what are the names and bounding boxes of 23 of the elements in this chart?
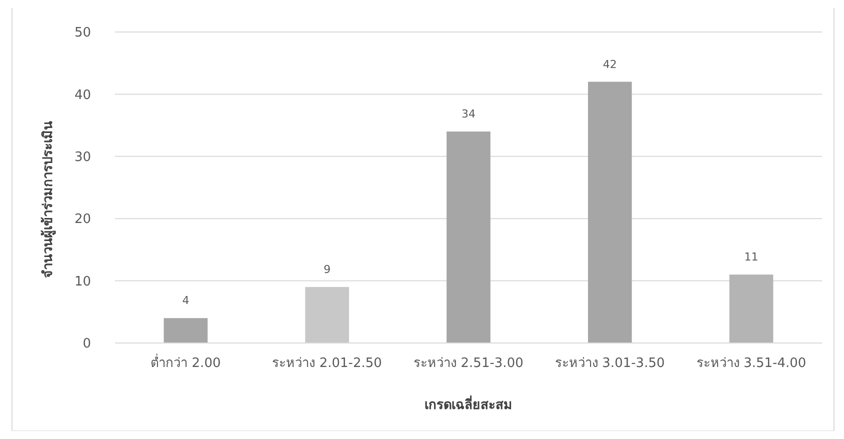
y-tick-label: 20 bbox=[74, 212, 91, 228]
y-tick-label: 10 bbox=[74, 274, 91, 290]
bar bbox=[588, 82, 632, 343]
y-tick-label: 40 bbox=[74, 88, 91, 103]
data-label: 34 bbox=[462, 108, 476, 121]
x-axis-title: เกรดเฉลี่ยสะสม bbox=[424, 395, 512, 413]
x-tick-label: ระหว่าง 2.51-3.00 bbox=[414, 356, 524, 371]
x-tick-label: ต่ำกว่า 2.00 bbox=[150, 354, 221, 371]
data-label: 4 bbox=[182, 294, 190, 308]
x-tick-label: ระหว่าง 2.01-2.50 bbox=[272, 356, 382, 371]
data-label: 9 bbox=[324, 263, 331, 276]
bar bbox=[305, 287, 350, 343]
y-tick-label: 30 bbox=[74, 150, 91, 165]
y-tick-label: 50 bbox=[74, 26, 91, 41]
x-tick-label: ระหว่าง 3.01-3.50 bbox=[555, 356, 665, 371]
bar bbox=[164, 318, 208, 343]
data-label: 42 bbox=[602, 58, 617, 71]
x-tick-label: ระหว่าง 3.51-4.00 bbox=[696, 356, 806, 371]
y-tick-label: 0 bbox=[82, 336, 91, 352]
y-axis-title: จำนวนผู้เข้าร่วมการประเมิน bbox=[40, 121, 56, 278]
bar bbox=[729, 274, 774, 343]
bar bbox=[446, 132, 490, 343]
data-label: 11 bbox=[744, 250, 758, 264]
